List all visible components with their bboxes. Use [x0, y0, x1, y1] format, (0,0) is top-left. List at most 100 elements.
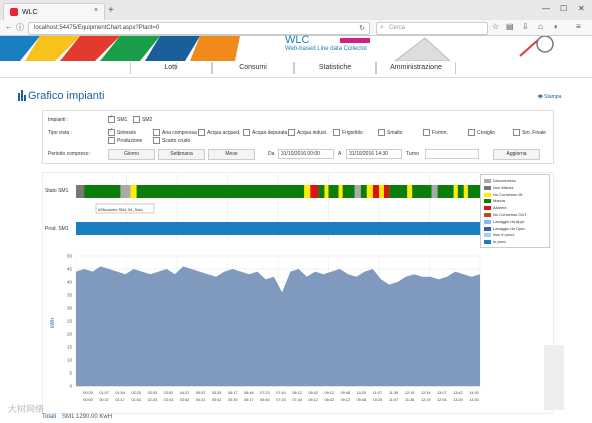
- da-date-input[interactable]: 31/10/2016 00:00: [278, 149, 334, 159]
- checkbox-box[interactable]: [198, 129, 205, 136]
- status-segment[interactable]: [372, 185, 379, 198]
- checkbox-acqua-indust-[interactable]: Acqua indust.: [288, 129, 327, 136]
- home-icon[interactable]: ⌂: [538, 22, 543, 31]
- status-segment[interactable]: [76, 185, 85, 198]
- status-segment[interactable]: [360, 185, 367, 198]
- checkbox-acqua-acqued-[interactable]: Acqua acqued.: [198, 129, 240, 136]
- status-segment[interactable]: [310, 185, 319, 198]
- x-tick-label: 01:17: [115, 398, 125, 402]
- aggiorna-button[interactable]: Aggiorna: [493, 149, 540, 160]
- info-icon[interactable]: ⓘ: [16, 23, 24, 32]
- status-segment[interactable]: [120, 185, 131, 198]
- status-segment[interactable]: [453, 185, 458, 198]
- checkbox-acqua-depurata[interactable]: Acqua depurata: [243, 129, 287, 136]
- checkbox-sm-finale[interactable]: Sm. Finale: [513, 129, 546, 136]
- status-segment[interactable]: [304, 185, 311, 198]
- y-tick-label: 30: [67, 306, 73, 311]
- status-segment[interactable]: [412, 185, 432, 198]
- print-button[interactable]: 🖶 Stampa: [538, 94, 561, 102]
- back-icon[interactable]: ←: [5, 22, 13, 31]
- x-tick-label: 11:36: [389, 391, 398, 395]
- status-segment[interactable]: [338, 185, 343, 198]
- url-bar[interactable]: localhost:54475/EquipmentChart.aspx?Plan…: [28, 22, 370, 35]
- status-segment[interactable]: [84, 185, 121, 198]
- checkbox-smalto[interactable]: Smalto: [378, 129, 403, 136]
- settimana-button[interactable]: Settimana: [158, 149, 205, 160]
- menu-icon[interactable]: ≡: [576, 22, 581, 31]
- status-segment[interactable]: [136, 185, 305, 198]
- series-area[interactable]: [76, 266, 480, 386]
- close-window-icon[interactable]: ✕: [578, 4, 585, 13]
- status-segment[interactable]: [467, 185, 480, 198]
- checkbox-aria-compressa[interactable]: Aria compressa: [153, 129, 197, 136]
- page-title: Grafico impianti: [28, 90, 105, 102]
- checkbox-box[interactable]: [333, 129, 340, 136]
- a-date-input[interactable]: 31/10/2016 14:30: [346, 149, 402, 159]
- legend-swatch: [484, 233, 491, 238]
- status-segment[interactable]: [383, 185, 390, 198]
- checkbox-produzione[interactable]: Produzione: [108, 137, 142, 144]
- status-segment[interactable]: [366, 185, 373, 198]
- x-tick-label: 09:12: [341, 398, 351, 402]
- new-tab-icon[interactable]: +: [108, 5, 114, 16]
- maximize-icon[interactable]: ☐: [560, 4, 568, 13]
- status-segment[interactable]: [437, 185, 454, 198]
- checkbox-box[interactable]: [243, 129, 250, 136]
- checkbox-sm1[interactable]: SM1: [108, 116, 127, 123]
- star-icon[interactable]: ☆: [492, 22, 500, 31]
- status-segment[interactable]: [324, 185, 329, 198]
- legend-swatch: [484, 206, 491, 211]
- menu-item-amministrazione[interactable]: Amministrazione: [376, 62, 456, 74]
- checkbox-cnsiglio[interactable]: Cnsiglio: [468, 129, 495, 136]
- checkbox-box[interactable]: [153, 137, 160, 144]
- search-input[interactable]: ⌕ Cerca: [376, 22, 488, 35]
- status-segment[interactable]: [328, 185, 339, 198]
- checkbox-box[interactable]: [513, 129, 520, 136]
- status-segment[interactable]: [457, 185, 464, 198]
- checkbox-sm2[interactable]: SM2: [133, 116, 152, 123]
- reload-icon[interactable]: ↻: [359, 25, 365, 32]
- menu-item-consumi[interactable]: Consumi: [212, 62, 294, 74]
- giorno-button[interactable]: Giorno: [108, 149, 155, 160]
- x-tick-label: 07:44: [276, 391, 286, 395]
- status-segment[interactable]: [431, 185, 438, 198]
- status-segment[interactable]: [407, 185, 413, 198]
- legend-swatch: [484, 212, 491, 217]
- turno-select[interactable]: [425, 149, 479, 159]
- checkbox-box[interactable]: [108, 137, 115, 144]
- status-segment[interactable]: [318, 185, 325, 198]
- status-segment[interactable]: [130, 185, 137, 198]
- checkbox-fornm-[interactable]: Fornm.: [423, 129, 448, 136]
- download-icon[interactable]: ⇩: [522, 22, 529, 31]
- browser-tab-bar: WLC × + — ☐ ✕: [0, 0, 592, 21]
- checkbox-box[interactable]: [378, 129, 385, 136]
- status-segment[interactable]: [389, 185, 408, 198]
- browser-tab[interactable]: WLC ×: [3, 3, 105, 21]
- reading-list-icon[interactable]: ▤: [506, 22, 514, 31]
- checkbox-box[interactable]: [423, 129, 430, 136]
- checkbox-box[interactable]: [108, 129, 115, 136]
- checkbox-box[interactable]: [133, 116, 140, 123]
- x-tick-label: 03:03: [164, 398, 174, 402]
- tab-close-icon[interactable]: ×: [94, 7, 99, 14]
- checkbox-box[interactable]: [468, 129, 475, 136]
- checkbox-box[interactable]: [288, 129, 295, 136]
- x-tick-label: 07:23: [276, 398, 286, 402]
- checkbox-sintesi-e[interactable]: Sintesi/e: [108, 129, 136, 136]
- minimize-icon[interactable]: —: [542, 4, 550, 13]
- status-segment[interactable]: [354, 185, 361, 198]
- status-segment[interactable]: [463, 185, 468, 198]
- pocket-icon[interactable]: ◐: [554, 22, 559, 31]
- checkbox-frigoriblo[interactable]: Frigoriblo: [333, 129, 363, 136]
- checkbox-scarto-crudo[interactable]: Scarto crudo: [153, 137, 190, 144]
- status-segment[interactable]: [342, 185, 355, 198]
- x-tick-label: 03:52: [164, 391, 174, 395]
- checkbox-box[interactable]: [108, 116, 115, 123]
- status-segment[interactable]: [379, 185, 384, 198]
- checkbox-box[interactable]: [153, 129, 160, 136]
- menu-item-lotti[interactable]: Lotti: [130, 62, 212, 74]
- legend-label: No Consenso OUT: [493, 212, 527, 217]
- menu-item-statistiche[interactable]: Statistiche: [294, 62, 376, 74]
- x-tick-label: 13:42: [453, 391, 463, 395]
- mese-button[interactable]: Mese: [208, 149, 255, 160]
